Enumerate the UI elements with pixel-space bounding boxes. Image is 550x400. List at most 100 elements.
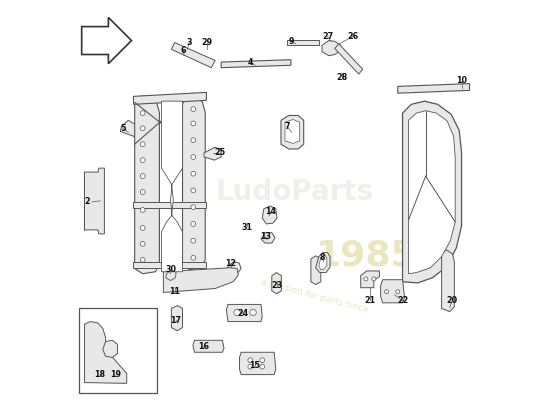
Polygon shape xyxy=(287,40,319,45)
Circle shape xyxy=(248,358,252,363)
Circle shape xyxy=(396,290,400,294)
Polygon shape xyxy=(183,96,205,270)
Polygon shape xyxy=(272,272,282,294)
Text: 22: 22 xyxy=(397,296,408,305)
Text: 28: 28 xyxy=(337,73,348,82)
Polygon shape xyxy=(221,60,291,68)
Text: 18: 18 xyxy=(94,370,105,379)
Text: 4: 4 xyxy=(248,58,253,67)
Polygon shape xyxy=(103,340,118,358)
Text: 19: 19 xyxy=(110,370,121,379)
Polygon shape xyxy=(134,262,206,268)
Circle shape xyxy=(260,364,265,369)
Text: 16: 16 xyxy=(198,342,209,351)
Circle shape xyxy=(140,142,145,146)
Text: 5: 5 xyxy=(120,124,125,133)
Text: 24: 24 xyxy=(238,309,249,318)
Circle shape xyxy=(234,309,240,316)
Circle shape xyxy=(191,107,196,112)
Polygon shape xyxy=(316,253,330,272)
Polygon shape xyxy=(172,42,215,68)
Circle shape xyxy=(140,111,145,116)
Polygon shape xyxy=(204,147,221,160)
Text: 2: 2 xyxy=(84,198,90,206)
Text: 29: 29 xyxy=(202,38,213,47)
Text: 27: 27 xyxy=(322,32,333,41)
Text: 9: 9 xyxy=(289,37,294,46)
Polygon shape xyxy=(398,84,470,93)
FancyBboxPatch shape xyxy=(79,308,157,393)
Text: 7: 7 xyxy=(284,122,290,131)
Polygon shape xyxy=(311,256,321,284)
Text: 20: 20 xyxy=(447,296,458,305)
Polygon shape xyxy=(381,280,405,303)
Polygon shape xyxy=(134,92,206,104)
Circle shape xyxy=(140,126,145,131)
Polygon shape xyxy=(120,120,147,142)
Text: 13: 13 xyxy=(260,232,271,241)
Polygon shape xyxy=(85,168,104,234)
Text: 23: 23 xyxy=(272,281,283,290)
Polygon shape xyxy=(239,352,276,374)
Text: 3: 3 xyxy=(186,38,192,47)
Polygon shape xyxy=(442,250,454,312)
Text: 8: 8 xyxy=(319,253,325,262)
Circle shape xyxy=(191,222,196,226)
Circle shape xyxy=(191,256,196,260)
Text: 31: 31 xyxy=(241,223,252,232)
Circle shape xyxy=(191,171,196,176)
Circle shape xyxy=(191,121,196,126)
Polygon shape xyxy=(227,262,241,274)
Text: 10: 10 xyxy=(456,76,467,85)
Text: 21: 21 xyxy=(364,296,376,305)
Text: 17: 17 xyxy=(170,316,182,325)
Circle shape xyxy=(140,258,145,262)
Circle shape xyxy=(191,238,196,243)
Polygon shape xyxy=(319,255,327,269)
Polygon shape xyxy=(261,233,275,243)
Circle shape xyxy=(191,205,196,210)
Circle shape xyxy=(248,364,252,369)
Polygon shape xyxy=(172,306,183,331)
Polygon shape xyxy=(322,40,341,56)
Polygon shape xyxy=(281,116,304,149)
Polygon shape xyxy=(134,202,206,208)
Text: a passion for parts since: a passion for parts since xyxy=(260,277,370,314)
Polygon shape xyxy=(135,96,160,274)
Circle shape xyxy=(191,188,196,193)
Circle shape xyxy=(364,277,368,281)
Polygon shape xyxy=(193,340,224,352)
Text: 14: 14 xyxy=(265,208,276,216)
Polygon shape xyxy=(285,120,300,143)
Text: 11: 11 xyxy=(169,287,180,296)
Polygon shape xyxy=(262,206,277,224)
Circle shape xyxy=(260,358,265,363)
Text: 6: 6 xyxy=(180,46,186,55)
Circle shape xyxy=(384,290,389,294)
Polygon shape xyxy=(335,44,362,74)
Polygon shape xyxy=(81,18,131,64)
Text: LudoParts: LudoParts xyxy=(216,178,374,206)
Circle shape xyxy=(372,277,376,281)
Circle shape xyxy=(191,154,196,159)
Polygon shape xyxy=(227,304,262,322)
Polygon shape xyxy=(403,101,461,283)
Circle shape xyxy=(140,190,145,194)
Text: 12: 12 xyxy=(225,259,236,268)
Polygon shape xyxy=(161,101,183,272)
Circle shape xyxy=(140,174,145,178)
Text: 1985: 1985 xyxy=(316,239,417,273)
Circle shape xyxy=(140,242,145,246)
Text: 15: 15 xyxy=(250,361,261,370)
Text: 30: 30 xyxy=(166,265,177,274)
Polygon shape xyxy=(166,270,176,280)
Circle shape xyxy=(250,309,256,316)
Polygon shape xyxy=(85,322,126,383)
Circle shape xyxy=(140,158,145,162)
Text: 26: 26 xyxy=(347,32,358,41)
Text: 25: 25 xyxy=(214,148,225,158)
Circle shape xyxy=(140,226,145,230)
Circle shape xyxy=(140,208,145,212)
Polygon shape xyxy=(163,268,238,292)
Polygon shape xyxy=(361,271,379,288)
